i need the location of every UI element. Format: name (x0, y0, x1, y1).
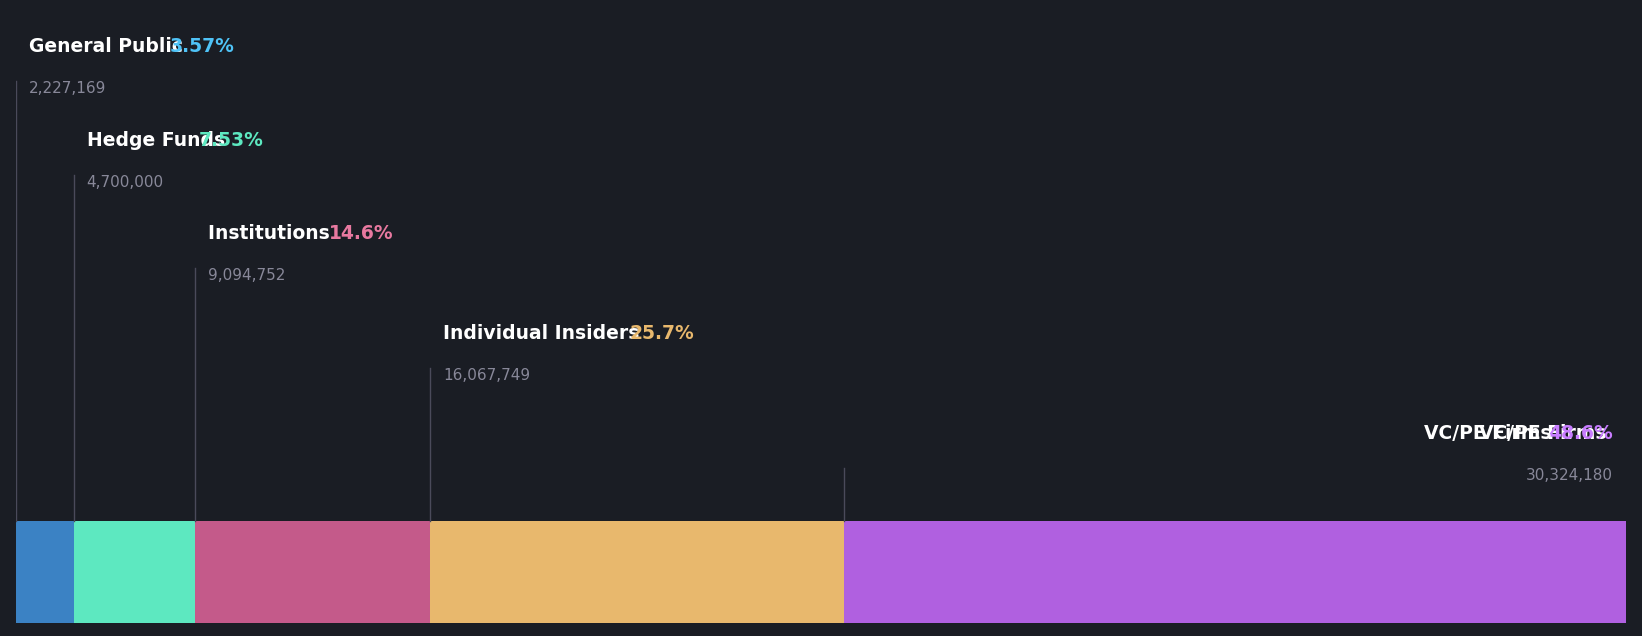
Bar (844, 520, 1626, 623)
Text: 14.6%: 14.6% (330, 225, 394, 243)
Text: 4,700,000: 4,700,000 (87, 175, 164, 190)
Text: 7.53%: 7.53% (199, 131, 264, 149)
Bar (74, 520, 195, 623)
Text: 30,324,180: 30,324,180 (1525, 467, 1612, 483)
Text: VC/PE Firms: VC/PE Firms (1424, 424, 1558, 443)
Text: 48.6%: 48.6% (1548, 424, 1612, 443)
Text: Hedge Funds: Hedge Funds (87, 131, 232, 149)
Bar (16, 520, 74, 623)
Bar (195, 520, 430, 623)
Text: General Public: General Public (30, 38, 190, 56)
Bar (430, 520, 844, 623)
Text: 3.57%: 3.57% (169, 38, 235, 56)
Text: 2,227,169: 2,227,169 (30, 81, 107, 96)
Text: 16,067,749: 16,067,749 (443, 368, 530, 383)
Text: Institutions: Institutions (209, 225, 337, 243)
Text: 9,094,752: 9,094,752 (209, 268, 286, 283)
Text: 25.7%: 25.7% (629, 324, 695, 343)
Text: VC/PE Firms: VC/PE Firms (1479, 424, 1612, 443)
Text: Individual Insiders: Individual Insiders (443, 324, 645, 343)
